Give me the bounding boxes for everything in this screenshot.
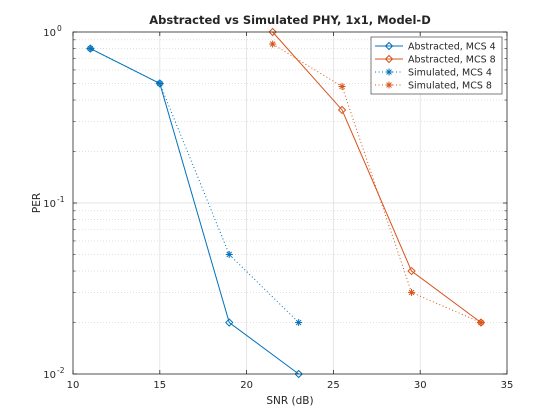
series-line (272, 31, 482, 323)
diamond-marker (407, 266, 416, 276)
asterisk-marker (408, 288, 416, 296)
y-tick-base: 10 (43, 199, 56, 210)
legend-label: Abstracted, MCS 8 (408, 55, 496, 66)
y-tick-exponent: -2 (57, 366, 65, 375)
series-simulated-mcs-8 (269, 40, 485, 327)
asterisk-marker (86, 45, 94, 53)
legend-label: Abstracted, MCS 4 (408, 42, 496, 53)
y-tick-exponent: 0 (57, 24, 62, 33)
asterisk-marker (385, 68, 393, 76)
asterisk-stroke (339, 83, 345, 90)
x-tick-label: 15 (153, 380, 166, 391)
series-abstracted-mcs-8 (268, 27, 486, 327)
legend-label: Simulated, MCS 8 (408, 81, 492, 92)
x-tick-label: 35 (501, 380, 514, 391)
legend-entry: Simulated, MCS 4 (375, 68, 492, 79)
asterisk-stroke (226, 251, 233, 258)
asterisk-marker (269, 40, 277, 48)
asterisk-marker (338, 83, 346, 91)
y-tick-label: 10 (43, 28, 56, 39)
asterisk-stroke (386, 82, 392, 88)
series-simulated-mcs-4 (86, 45, 303, 327)
legend-entry: Abstracted, MCS 4 (375, 42, 496, 53)
asterisk-stroke (87, 45, 94, 52)
diamond-marker (294, 369, 303, 379)
asterisk-stroke (386, 69, 392, 75)
diamond-marker (268, 27, 277, 37)
asterisk-stroke (295, 319, 302, 326)
y-axis-label: PER (31, 193, 43, 213)
asterisk-marker (295, 319, 303, 327)
y-tick-label: 10 (43, 370, 56, 381)
x-tick-label: 25 (327, 380, 340, 391)
x-tick-label: 30 (414, 380, 427, 391)
legend: Abstracted, MCS 4 Abstracted, MCS 8 Simula… (370, 36, 503, 95)
asterisk-marker (156, 79, 164, 87)
series-line (272, 43, 482, 323)
asterisk-stroke (156, 80, 163, 87)
chart-title: Abstracted vs Simulated PHY, 1x1, Model-… (149, 13, 431, 27)
y-tick-base: 10 (43, 370, 56, 381)
asterisk-marker (477, 319, 485, 327)
asterisk-stroke (269, 41, 276, 47)
asterisk-stroke (408, 289, 415, 296)
x-tick-label: 10 (67, 380, 80, 391)
grid (73, 32, 507, 374)
legend-entry: Abstracted, MCS 8 (375, 55, 496, 66)
asterisk-marker (225, 250, 233, 258)
series-layer (86, 27, 486, 379)
y-tick-exponent: -1 (57, 195, 65, 204)
asterisk-stroke (478, 319, 484, 326)
series-line (90, 48, 300, 323)
y-tick-label: 10 (43, 199, 56, 210)
diamond-marker (225, 318, 234, 327)
legend-entry: Simulated, MCS 8 (375, 81, 492, 92)
y-tick-base: 10 (43, 28, 56, 39)
diamond-marker (337, 105, 347, 115)
diamond-marker (384, 41, 394, 51)
diamond-marker (384, 54, 394, 64)
legend-label: Simulated, MCS 4 (408, 68, 492, 79)
x-tick-label: 20 (240, 380, 253, 391)
x-axis-label: SNR (dB) (266, 395, 313, 407)
asterisk-marker (385, 81, 393, 89)
